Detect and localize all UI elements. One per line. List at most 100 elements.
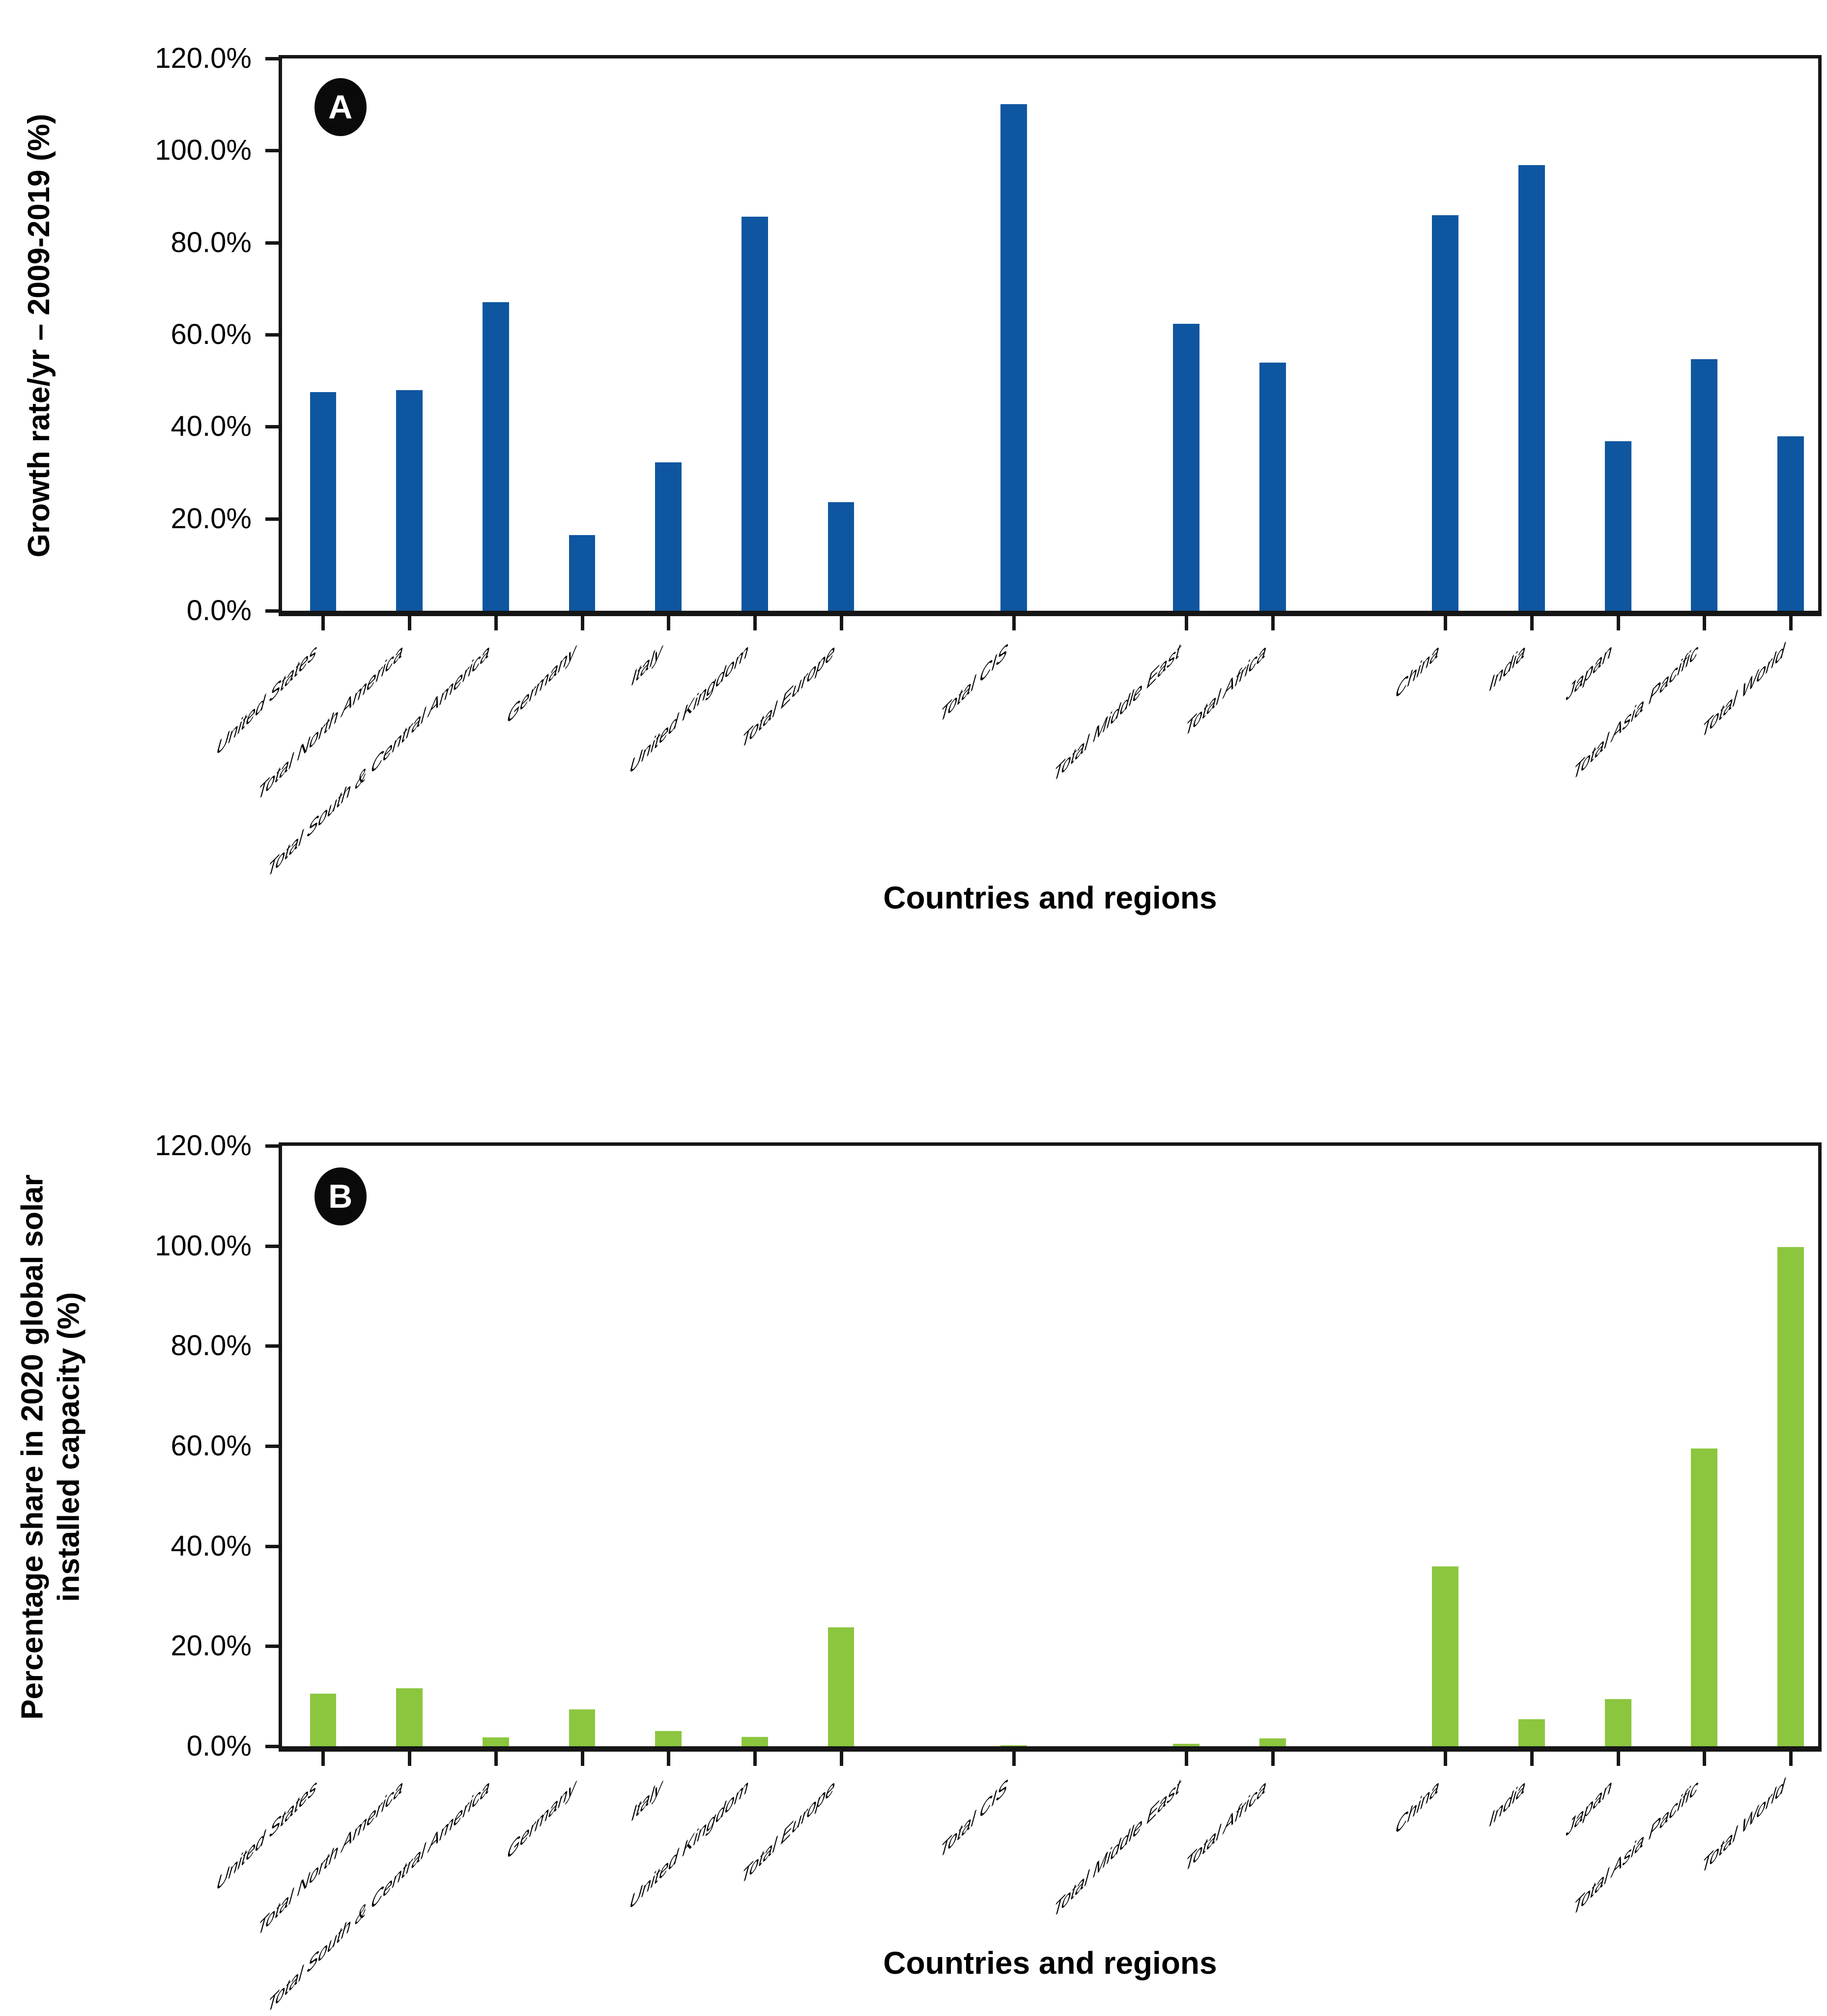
x-category-label-total-world: Total World — [1698, 637, 1788, 745]
y-tick-label: 40.0% — [171, 1530, 252, 1562]
x-tick-mark — [667, 616, 671, 630]
bar-total-cis — [1000, 104, 1027, 611]
y-tick-label: 0.0% — [186, 1730, 252, 1762]
x-category-label-germany: Germany — [504, 1772, 580, 1866]
panel-a-chart: Growth rate/yr – 2009-2019 (%) 0.0% 20.0%… — [22, 42, 1822, 915]
x-tick-mark — [839, 1752, 843, 1766]
bar-total-world — [1777, 1247, 1804, 1746]
x-category-label-total-africa: Total Africa — [1182, 637, 1270, 744]
x-category-label-china: China — [1392, 1772, 1443, 1841]
bar-india — [1518, 1719, 1545, 1746]
x-tick-mark — [667, 1752, 671, 1766]
y-tick-mark — [265, 1645, 279, 1648]
bars-container-b — [265, 1144, 1818, 1766]
x-category-label-total-cis: Total CIS — [937, 637, 1011, 730]
y-tick-label: 100.0% — [155, 1229, 252, 1262]
x-category-label-total-world: Total World — [1698, 1772, 1788, 1881]
x-tick-mark — [1789, 616, 1793, 630]
bar-italy — [655, 462, 682, 611]
x-category-label-japan: Japan — [1563, 637, 1616, 708]
x-axis-title-b: Countries and regions — [883, 1945, 1217, 1981]
bar-united-states — [310, 392, 337, 611]
bar-china — [1432, 1566, 1459, 1746]
x-category-label-total-africa: Total Africa — [1182, 1772, 1270, 1879]
y-tick-label: 120.0% — [155, 42, 252, 74]
x-category-label-total-middle-east: Total Middle East — [1050, 1772, 1184, 1925]
bar-total-europe — [828, 1627, 855, 1746]
x-tick-mark — [1271, 616, 1275, 630]
bar-total-cis — [1000, 1745, 1027, 1746]
bar-united-kingdom — [741, 1736, 768, 1746]
x-tick-mark — [1444, 616, 1448, 630]
y-tick-mark — [265, 609, 279, 613]
bar-united-kingdom — [741, 217, 768, 611]
panel-a-letter: A — [328, 88, 353, 126]
y-tick-mark — [265, 1745, 279, 1748]
y-tick-label: 60.0% — [171, 318, 252, 350]
x-category-label-total-cis: Total CIS — [937, 1772, 1011, 1865]
x-tick-mark — [1530, 1752, 1534, 1766]
plot-area-b: 0.0% 20.0% 40.0% 60.0% 80.0% 100.0% 120.0% Uni… — [155, 1132, 1822, 2016]
x-category-label-total-asia-pacific: Total Asia Pacific — [1570, 1772, 1702, 1923]
x-category-label-total-asia-pacific: Total Asia Pacific — [1570, 637, 1702, 787]
y-tick-mark — [265, 149, 279, 153]
x-tick-mark — [1444, 1752, 1448, 1766]
x-category-label-total-north-america: Total North America — [255, 637, 407, 808]
x-tick-mark — [408, 616, 412, 630]
x-tick-mark — [1616, 1752, 1620, 1766]
x-tick-mark — [1012, 616, 1016, 630]
bar-total-europe — [828, 502, 855, 611]
bar-germany — [569, 1709, 596, 1746]
panel-b-badge: B — [314, 1167, 367, 1225]
x-tick-mark — [494, 1752, 498, 1766]
bar-total-asia-pacific — [1691, 1448, 1718, 1746]
x-category-label-china: China — [1392, 637, 1443, 706]
x-category-label-japan: Japan — [1563, 1772, 1616, 1843]
panel-b-chart: Percentage share in 2020 global solar ins… — [0, 1051, 1827, 2016]
bar-total-africa — [1259, 363, 1286, 611]
x-tick-mark — [753, 1752, 757, 1766]
y-tick-label: 20.0% — [171, 1630, 252, 1662]
x-tick-mark — [1789, 1752, 1793, 1766]
y-tick-label: 120.0% — [155, 1130, 252, 1162]
x-tick-mark — [408, 1752, 412, 1766]
y-tick-mark — [265, 1244, 279, 1248]
x-tick-mark — [1185, 1752, 1189, 1766]
x-tick-mark — [1616, 616, 1620, 630]
x-tick-mark — [321, 1752, 325, 1766]
x-category-label-total-middle-east: Total Middle East — [1050, 637, 1184, 789]
y-tick-label: 80.0% — [171, 226, 252, 258]
x-category-label-total-north-america: Total North America — [255, 1772, 407, 1943]
bar-italy — [655, 1731, 682, 1746]
x-category-label-italy: Italy — [628, 637, 666, 693]
bar-total-south-central-america — [482, 1737, 509, 1746]
bar-total-middle-east — [1173, 323, 1200, 611]
x-tick-mark — [1530, 616, 1534, 630]
x-tick-mark — [1703, 616, 1707, 630]
bar-japan — [1604, 441, 1631, 611]
y-tick-label: 20.0% — [171, 502, 252, 535]
y-tick-labels-b: 0.0% 20.0% 40.0% 60.0% 80.0% 100.0% 120.0% — [45, 1132, 252, 1760]
x-tick-mark — [321, 616, 325, 630]
x-axis-title-a: Countries and regions — [883, 880, 1217, 915]
y-tick-mark — [265, 1144, 279, 1148]
x-tick-mark — [494, 616, 498, 630]
bar-india — [1518, 165, 1545, 611]
bars-container-a — [265, 57, 1818, 630]
x-tick-mark — [580, 616, 584, 630]
x-tick-mark — [1012, 1752, 1016, 1766]
x-tick-mark — [580, 1752, 584, 1766]
bar-total-north-america — [396, 390, 423, 611]
bar-united-states — [310, 1694, 337, 1746]
y-tick-mark — [265, 517, 279, 521]
panel-a-badge: A — [314, 78, 367, 137]
x-tick-mark — [1271, 1752, 1275, 1766]
bar-china — [1432, 215, 1459, 611]
x-category-label-india: India — [1486, 637, 1529, 698]
x-category-label-total-europe: Total Europe — [738, 637, 839, 756]
bar-total-africa — [1259, 1738, 1286, 1746]
y-tick-mark — [265, 1544, 279, 1548]
x-category-label-germany: Germany — [504, 637, 580, 731]
x-tick-mark — [753, 616, 757, 630]
